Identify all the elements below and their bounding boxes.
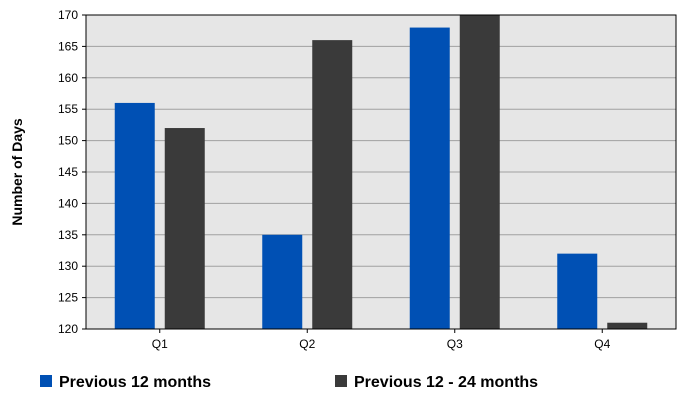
- legend-label-series-2: Previous 12 - 24 months: [354, 374, 538, 391]
- legend: Previous 12 months Previous 12 - 24 month…: [40, 374, 538, 391]
- bar-q4-series-2: [607, 322, 648, 329]
- y-tick-label: 160: [58, 71, 78, 85]
- legend-swatch-series-1: [40, 375, 52, 387]
- bar-q2-series-2: [312, 40, 353, 330]
- bar-q2-series-1: [262, 234, 303, 329]
- y-axis-ticks: 120 125 130 135 140 145 150 155 160 165 170: [58, 8, 86, 336]
- y-tick-label: 135: [58, 228, 78, 242]
- y-tick-label: 150: [58, 134, 78, 148]
- x-tick-label: Q4: [594, 337, 610, 351]
- bar-q3-series-1: [409, 27, 450, 330]
- y-tick-label: 130: [58, 259, 78, 273]
- y-tick-label: 145: [58, 165, 78, 179]
- y-tick-label: 170: [58, 8, 78, 22]
- y-tick-label: 140: [58, 196, 78, 210]
- bar-q1-series-1: [114, 102, 155, 329]
- y-tick-label: 155: [58, 102, 78, 116]
- bar-q4-series-1: [557, 253, 598, 329]
- bars: [114, 15, 648, 330]
- legend-swatch-series-2: [335, 375, 347, 387]
- legend-label-series-1: Previous 12 months: [59, 374, 211, 391]
- x-tick-label: Q1: [152, 337, 168, 351]
- y-tick-label: 120: [58, 322, 78, 336]
- y-tick-label: 165: [58, 39, 78, 53]
- bar-q1-series-2: [164, 128, 205, 329]
- x-tick-label: Q3: [447, 337, 463, 351]
- y-axis-label: Number of Days: [9, 118, 25, 226]
- y-tick-label: 125: [58, 291, 78, 305]
- bar-q3-series-2: [459, 15, 500, 329]
- x-tick-label: Q2: [299, 337, 315, 351]
- x-axis-ticks: Q1 Q2 Q3 Q4: [152, 329, 611, 351]
